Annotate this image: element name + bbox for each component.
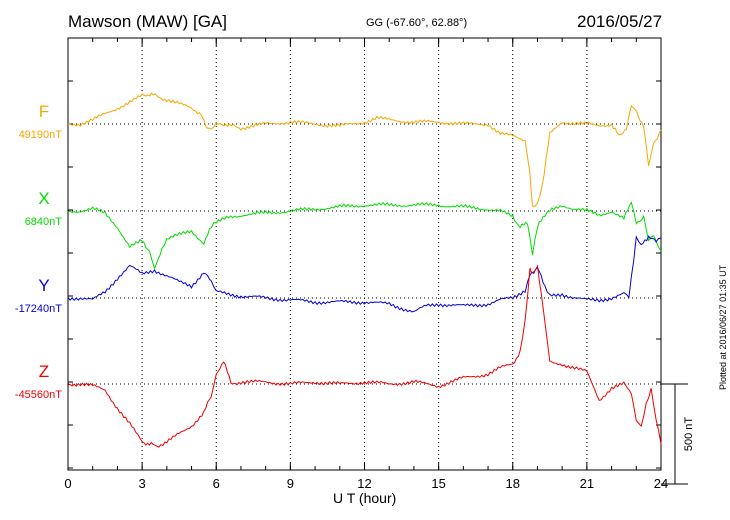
x-axis-label: U T (hour) xyxy=(333,490,397,506)
series-line-z xyxy=(67,264,662,448)
x-tick-label: 6 xyxy=(213,476,220,491)
station-coordinates: GG (-67.60°, 62.88°) xyxy=(366,17,468,29)
x-tick-label: 9 xyxy=(287,476,294,491)
x-tick-label: 18 xyxy=(506,476,520,491)
x-tick-label: 3 xyxy=(139,476,146,491)
series-line-y xyxy=(67,235,662,313)
baseline-value-z: -45560nT xyxy=(15,389,62,401)
chart-date: 2016/05/27 xyxy=(577,12,663,31)
x-tick-label: 12 xyxy=(357,476,371,491)
x-tick-label: 21 xyxy=(580,476,594,491)
x-tick-label: 0 xyxy=(64,476,71,491)
scale-bar-label: 500 nT xyxy=(683,417,695,452)
series-name-y: Y xyxy=(38,276,49,295)
x-tick-label: 15 xyxy=(431,476,445,491)
baseline-value-f: 49190nT xyxy=(19,129,63,141)
baseline-value-x: 6840nT xyxy=(25,216,63,228)
series-name-z: Z xyxy=(39,362,49,381)
series-name-x: X xyxy=(38,189,49,208)
series-name-f: F xyxy=(39,102,49,121)
chart-title: Mawson (MAW) [GA] xyxy=(68,12,227,31)
series-line-x xyxy=(67,201,662,271)
baseline-value-y: -17240nT xyxy=(15,303,62,315)
series-line-f xyxy=(67,92,662,207)
